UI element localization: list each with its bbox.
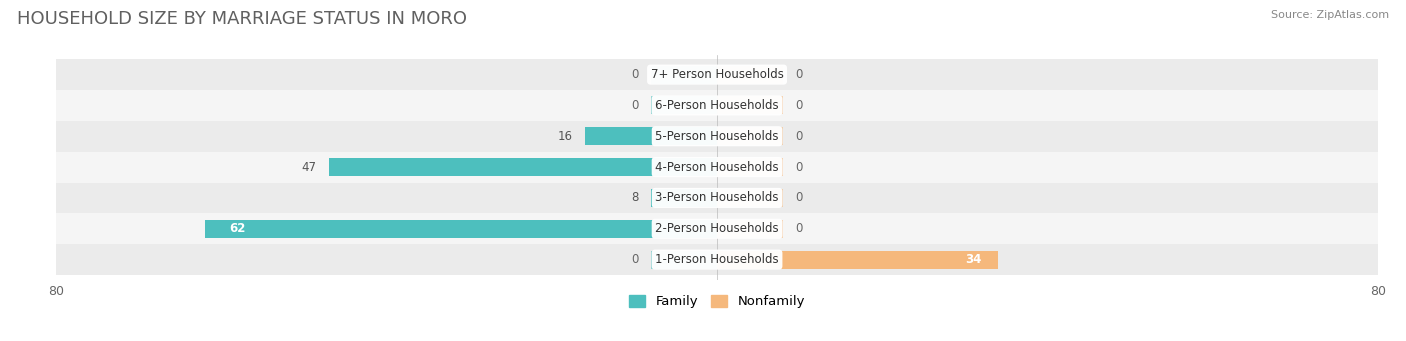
- Bar: [329, 158, 717, 176]
- Bar: [56, 121, 1378, 152]
- Text: 0: 0: [631, 99, 638, 112]
- Text: 5-Person Households: 5-Person Households: [655, 130, 779, 143]
- Bar: [651, 251, 717, 268]
- Bar: [717, 97, 783, 114]
- Bar: [651, 66, 717, 84]
- Bar: [717, 127, 783, 145]
- Bar: [717, 158, 783, 176]
- Text: 0: 0: [631, 68, 638, 81]
- Bar: [56, 244, 1378, 275]
- Text: 62: 62: [229, 222, 246, 235]
- Text: 0: 0: [796, 222, 803, 235]
- Bar: [56, 152, 1378, 182]
- Text: 1-Person Households: 1-Person Households: [655, 253, 779, 266]
- Text: 2-Person Households: 2-Person Households: [655, 222, 779, 235]
- Bar: [651, 189, 717, 207]
- Bar: [585, 127, 717, 145]
- Text: 0: 0: [796, 99, 803, 112]
- Text: HOUSEHOLD SIZE BY MARRIAGE STATUS IN MORO: HOUSEHOLD SIZE BY MARRIAGE STATUS IN MOR…: [17, 10, 467, 28]
- Legend: Family, Nonfamily: Family, Nonfamily: [624, 290, 810, 313]
- Bar: [717, 220, 783, 238]
- Bar: [205, 220, 717, 238]
- Text: 0: 0: [796, 191, 803, 204]
- Bar: [56, 182, 1378, 213]
- Text: 0: 0: [631, 253, 638, 266]
- Bar: [651, 97, 717, 114]
- Text: 16: 16: [558, 130, 572, 143]
- Text: 0: 0: [796, 68, 803, 81]
- Text: 3-Person Households: 3-Person Households: [655, 191, 779, 204]
- Text: Source: ZipAtlas.com: Source: ZipAtlas.com: [1271, 10, 1389, 20]
- Text: 47: 47: [301, 161, 316, 174]
- Bar: [717, 251, 998, 268]
- Text: 34: 34: [965, 253, 981, 266]
- Text: 7+ Person Households: 7+ Person Households: [651, 68, 783, 81]
- Text: 8: 8: [631, 191, 638, 204]
- Text: 6-Person Households: 6-Person Households: [655, 99, 779, 112]
- Bar: [717, 189, 783, 207]
- Bar: [717, 66, 783, 84]
- Text: 4-Person Households: 4-Person Households: [655, 161, 779, 174]
- Text: 0: 0: [796, 130, 803, 143]
- Bar: [56, 90, 1378, 121]
- Bar: [56, 59, 1378, 90]
- Text: 0: 0: [796, 161, 803, 174]
- Bar: [56, 213, 1378, 244]
